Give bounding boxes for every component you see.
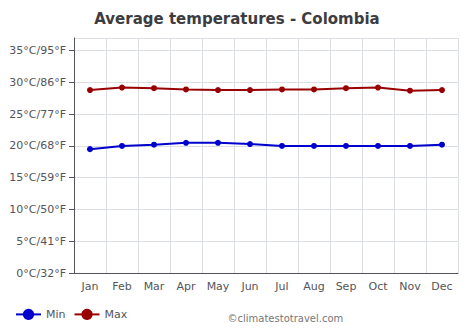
- svg-text:0°C/32°F: 0°C/32°F: [16, 267, 66, 280]
- svg-text:Feb: Feb: [112, 280, 131, 293]
- svg-text:5°C/41°F: 5°C/41°F: [16, 235, 66, 248]
- svg-text:Apr: Apr: [176, 280, 196, 293]
- svg-text:Max: Max: [105, 308, 128, 321]
- svg-text:15°C/59°F: 15°C/59°F: [9, 171, 66, 184]
- svg-text:35°C/95°F: 35°C/95°F: [9, 44, 66, 57]
- svg-text:20°C/68°F: 20°C/68°F: [9, 139, 66, 152]
- svg-text:25°C/77°F: 25°C/77°F: [9, 108, 66, 121]
- svg-text:Dec: Dec: [431, 280, 452, 293]
- svg-text:30°C/86°F: 30°C/86°F: [9, 76, 66, 89]
- svg-text:10°C/50°F: 10°C/50°F: [9, 203, 66, 216]
- svg-text:Oct: Oct: [368, 280, 388, 293]
- svg-text:Jun: Jun: [240, 280, 258, 293]
- svg-text:May: May: [207, 280, 230, 293]
- svg-text:Mar: Mar: [144, 280, 165, 293]
- svg-text:Min: Min: [46, 308, 66, 321]
- svg-text:Average temperatures - Colombi: Average temperatures - Colombia: [94, 10, 380, 28]
- svg-text:©climatestotravel.com: ©climatestotravel.com: [228, 313, 344, 324]
- svg-text:Jul: Jul: [274, 280, 288, 293]
- svg-text:Nov: Nov: [399, 280, 421, 293]
- svg-text:Jan: Jan: [81, 280, 99, 293]
- svg-text:Aug: Aug: [303, 280, 324, 293]
- svg-text:Sep: Sep: [336, 280, 357, 293]
